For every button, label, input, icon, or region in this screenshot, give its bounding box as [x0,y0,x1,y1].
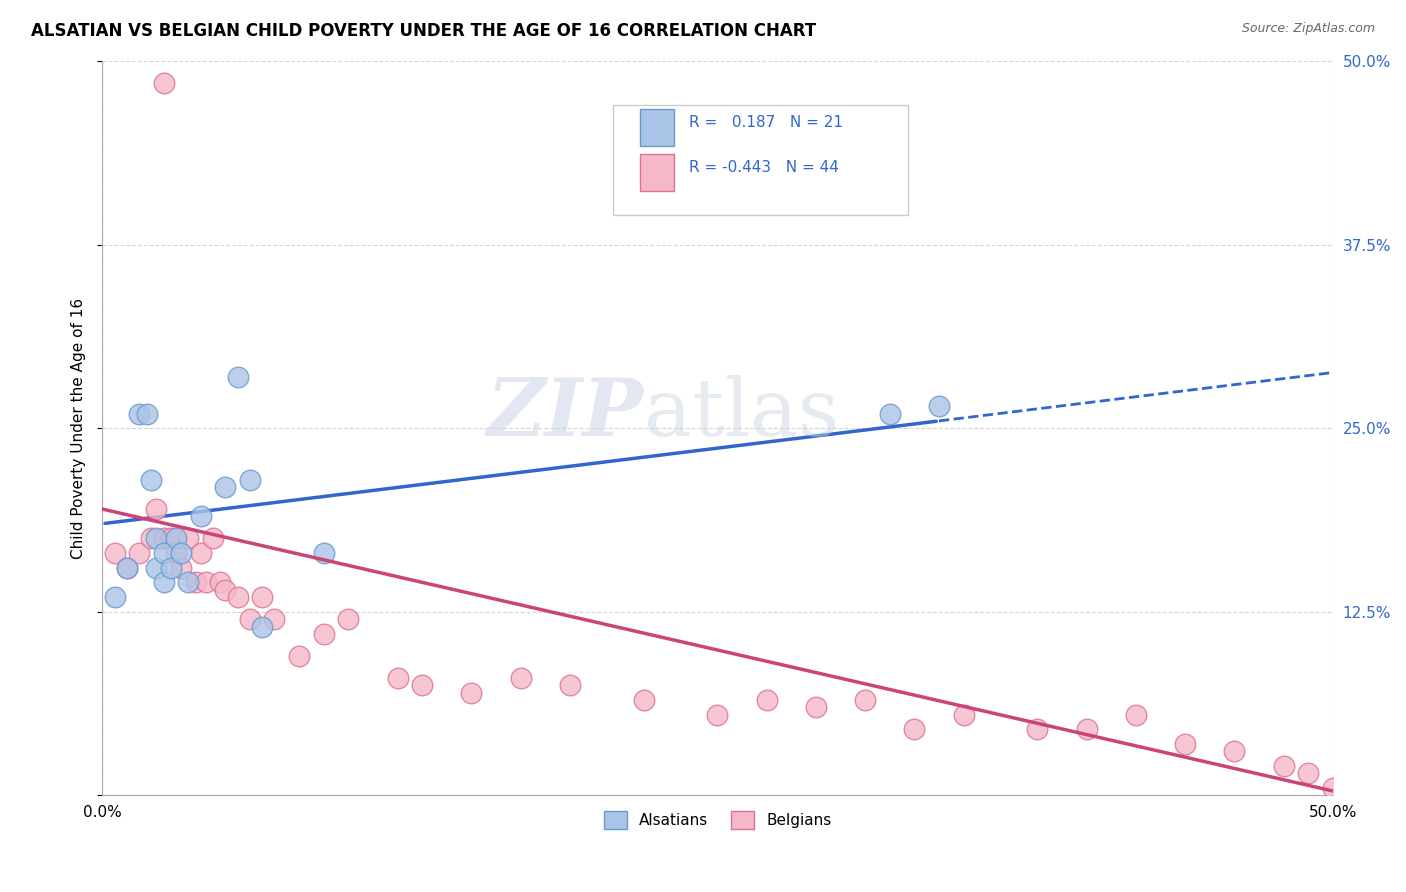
FancyBboxPatch shape [640,154,675,191]
Point [152,532,174,546]
Point [928,399,950,413]
Point [184,575,207,590]
Point [152,546,174,560]
Text: R =   0.187   N = 21: R = 0.187 N = 21 [689,115,844,129]
Point [239,473,262,487]
Point [1076,723,1098,737]
Point [141,473,163,487]
Point [1296,766,1319,780]
Point [214,480,236,494]
Point [170,561,193,575]
Y-axis label: Child Poverty Under the Age of 16: Child Poverty Under the Age of 16 [72,298,86,558]
Point [288,648,311,663]
Point [141,532,163,546]
Point [145,502,167,516]
Point [460,685,482,699]
FancyBboxPatch shape [613,105,908,215]
Point [633,693,655,707]
Point [226,590,249,604]
Point [226,369,249,384]
Legend: Alsatians, Belgians: Alsatians, Belgians [598,805,838,836]
Point [1125,707,1147,722]
Point [1026,723,1049,737]
Point [103,590,125,604]
Point [411,678,433,692]
Point [209,575,232,590]
Point [239,612,262,626]
Point [194,575,217,590]
Point [152,76,174,90]
Point [250,619,273,633]
Point [1174,737,1197,751]
Point [263,612,285,626]
Text: ZIP: ZIP [486,375,644,452]
Point [165,546,187,560]
Point [190,546,212,560]
Point [145,532,167,546]
Text: Source: ZipAtlas.com: Source: ZipAtlas.com [1241,22,1375,36]
Point [509,671,531,685]
Point [1223,744,1246,758]
Text: ALSATIAN VS BELGIAN CHILD POVERTY UNDER THE AGE OF 16 CORRELATION CHART: ALSATIAN VS BELGIAN CHILD POVERTY UNDER … [31,22,815,40]
FancyBboxPatch shape [640,109,675,146]
Point [250,590,273,604]
Point [165,532,187,546]
Point [879,407,901,421]
Point [903,723,925,737]
Point [214,582,236,597]
Point [160,532,183,546]
Point [952,707,974,722]
Point [128,407,150,421]
Point [177,575,200,590]
Point [1322,780,1344,795]
Text: atlas: atlas [644,375,839,452]
Point [177,532,200,546]
Point [337,612,360,626]
Text: R = -0.443   N = 44: R = -0.443 N = 44 [689,160,839,175]
Point [135,407,157,421]
Point [387,671,409,685]
Point [1272,759,1295,773]
Point [115,561,138,575]
Point [312,627,335,641]
Point [755,693,778,707]
Point [804,700,827,714]
Point [190,509,212,524]
Point [160,561,183,575]
Point [115,561,138,575]
Point [170,546,193,560]
Point [706,707,728,722]
Point [558,678,581,692]
Point [145,561,167,575]
Point [312,546,335,560]
Point [152,575,174,590]
Point [853,693,876,707]
Point [128,546,150,560]
Point [201,532,224,546]
Point [103,546,125,560]
